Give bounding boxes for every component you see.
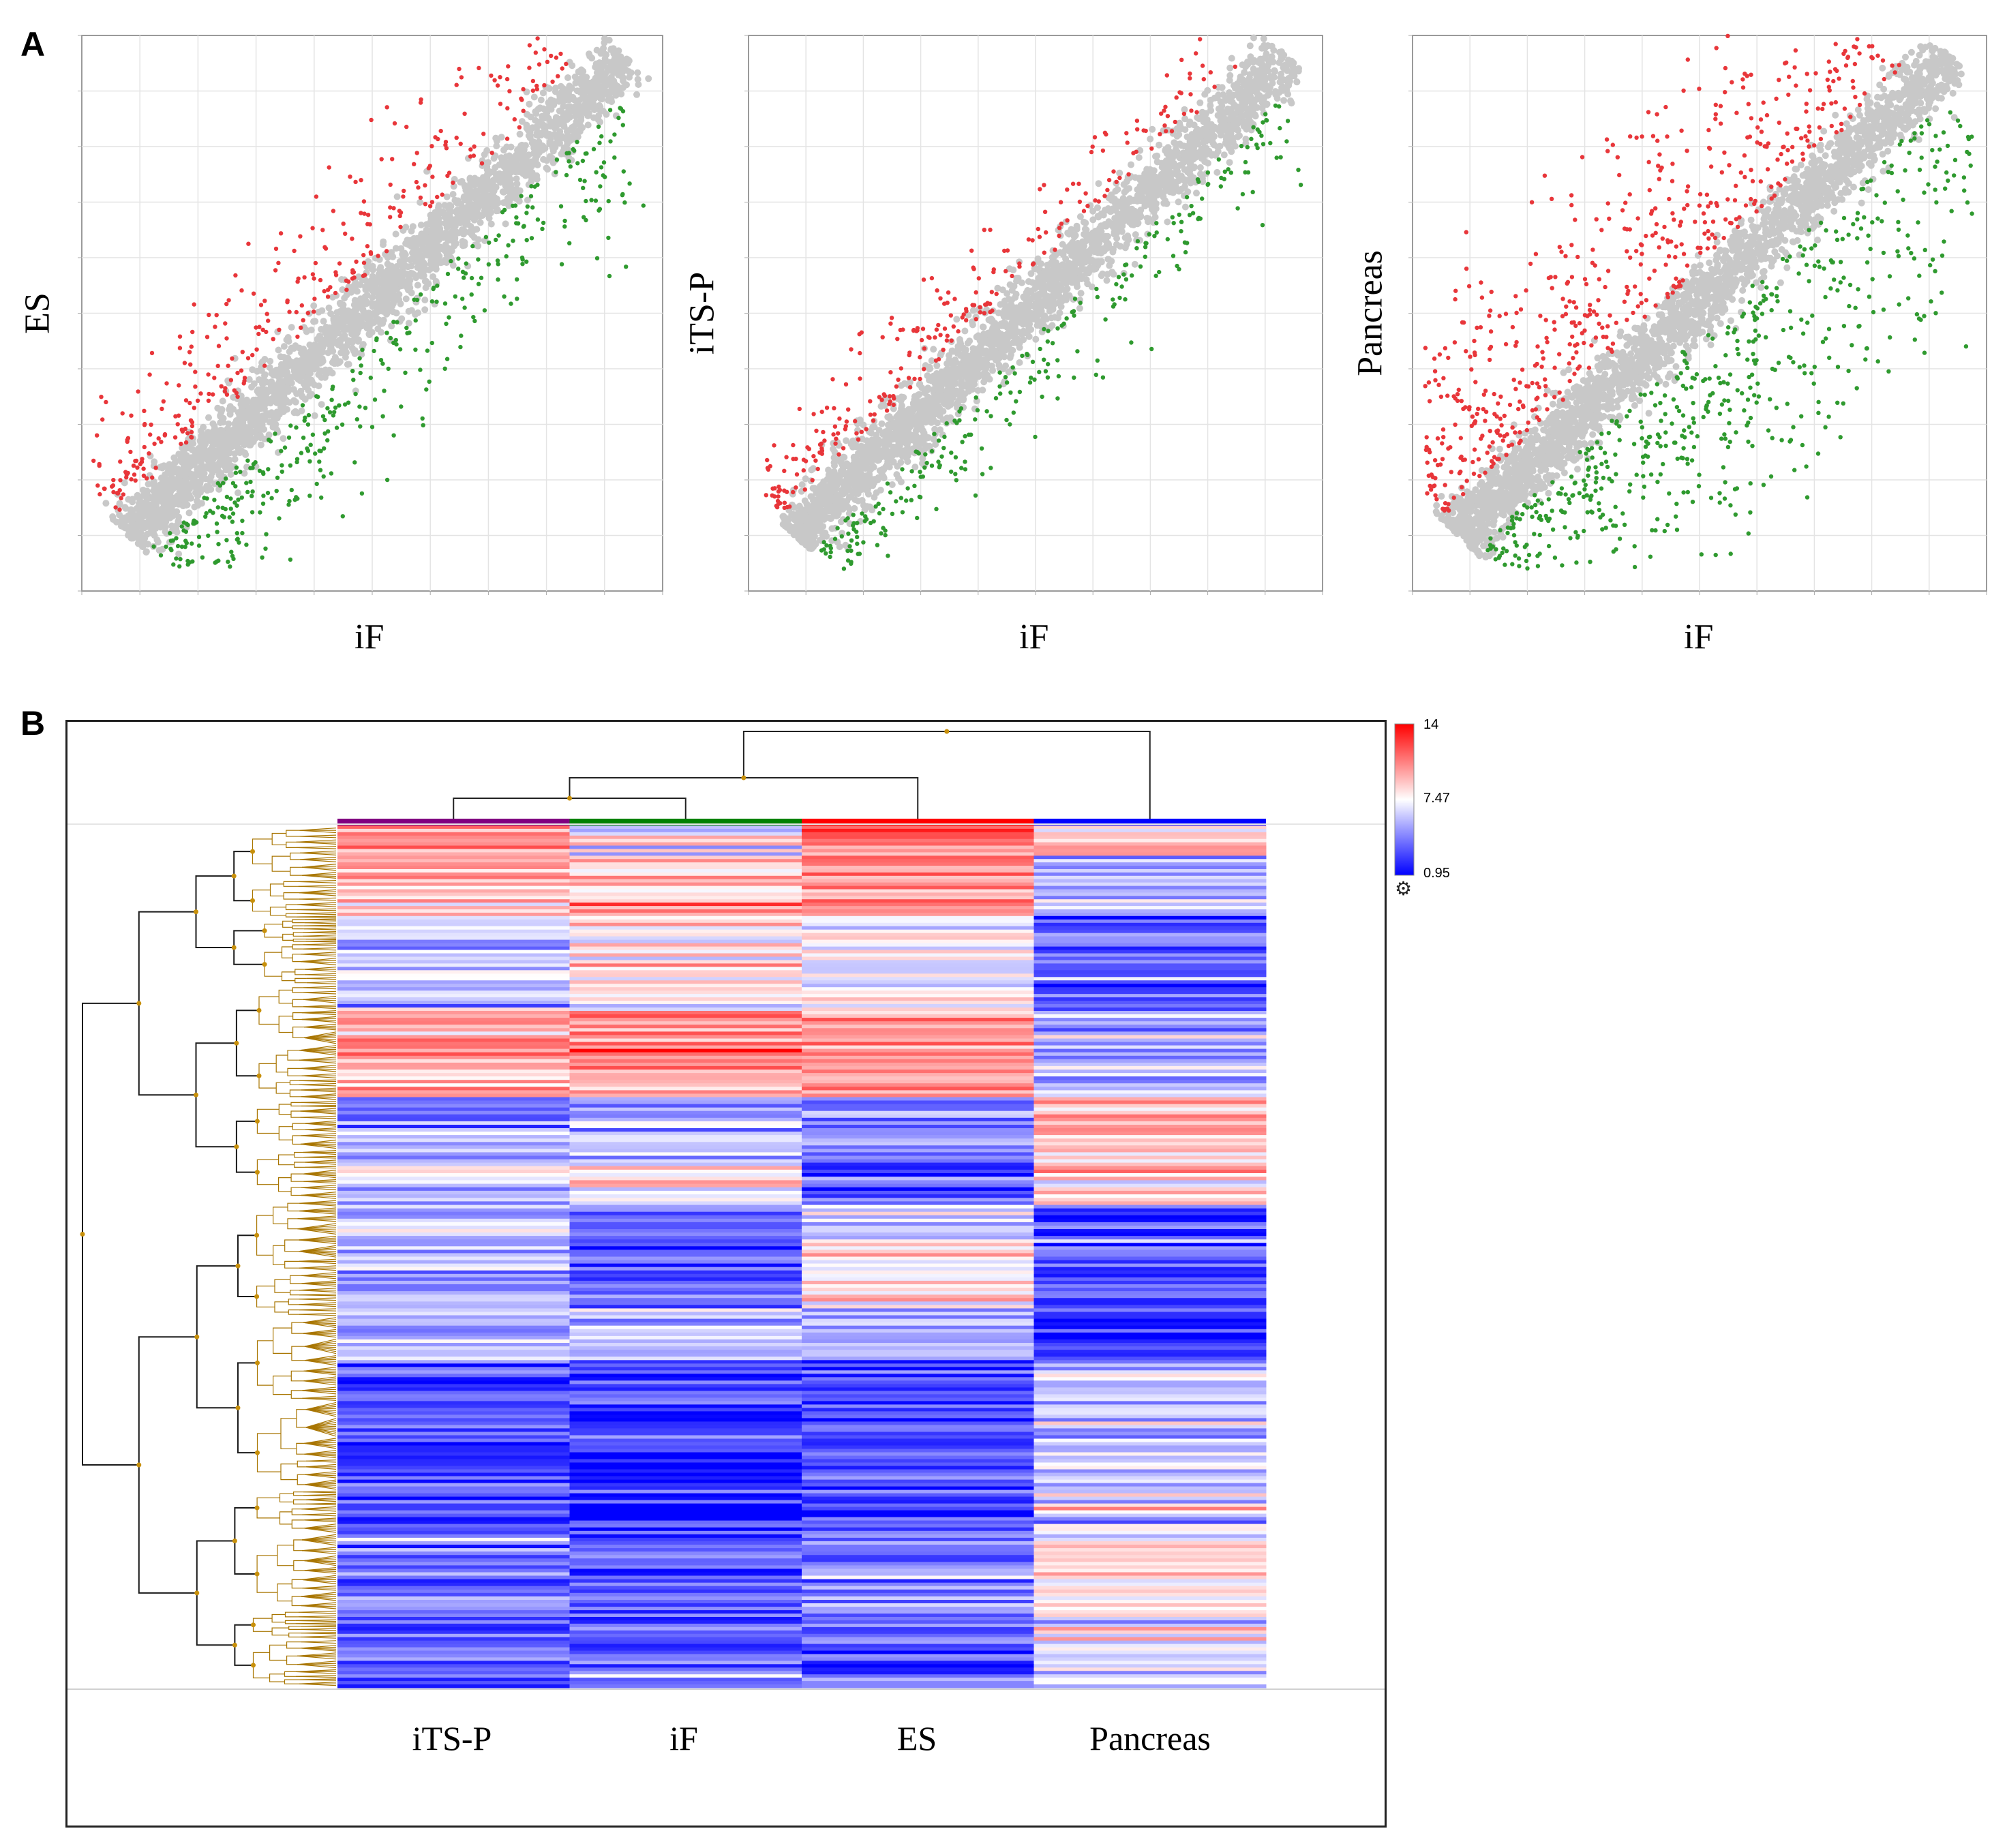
point-unchanged	[645, 75, 652, 82]
point-unchanged	[318, 401, 325, 408]
scatter-plot-es	[78, 35, 663, 595]
point-unchanged	[231, 450, 239, 457]
point-unchanged	[487, 220, 495, 228]
point-unchanged	[102, 500, 110, 507]
point-unchanged	[634, 76, 642, 83]
point-unchanged	[539, 89, 547, 97]
panel-a-label: A	[20, 25, 46, 63]
point-unchanged	[359, 341, 367, 348]
series-unchanged	[102, 35, 652, 558]
point-unchanged	[421, 306, 429, 314]
point-unchanged	[310, 302, 318, 309]
point-unchanged	[633, 91, 640, 98]
point-unchanged	[209, 420, 217, 427]
panel-b-label: B	[20, 704, 46, 742]
point-unchanged	[502, 220, 509, 228]
point-unchanged	[393, 193, 401, 200]
scatter-plot-area	[78, 35, 663, 595]
scatter1-xlabel: iF	[354, 618, 384, 656]
